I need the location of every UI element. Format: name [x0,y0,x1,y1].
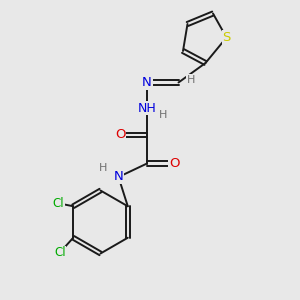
Text: H: H [187,75,195,85]
Text: H: H [99,163,107,173]
Text: N: N [142,76,152,89]
Text: O: O [115,128,125,142]
Text: O: O [169,157,179,170]
Text: S: S [222,31,231,44]
Text: N: N [114,170,123,184]
Text: NH: NH [138,101,156,115]
Text: H: H [159,110,168,120]
Text: Cl: Cl [52,197,64,210]
Text: Cl: Cl [54,246,65,259]
